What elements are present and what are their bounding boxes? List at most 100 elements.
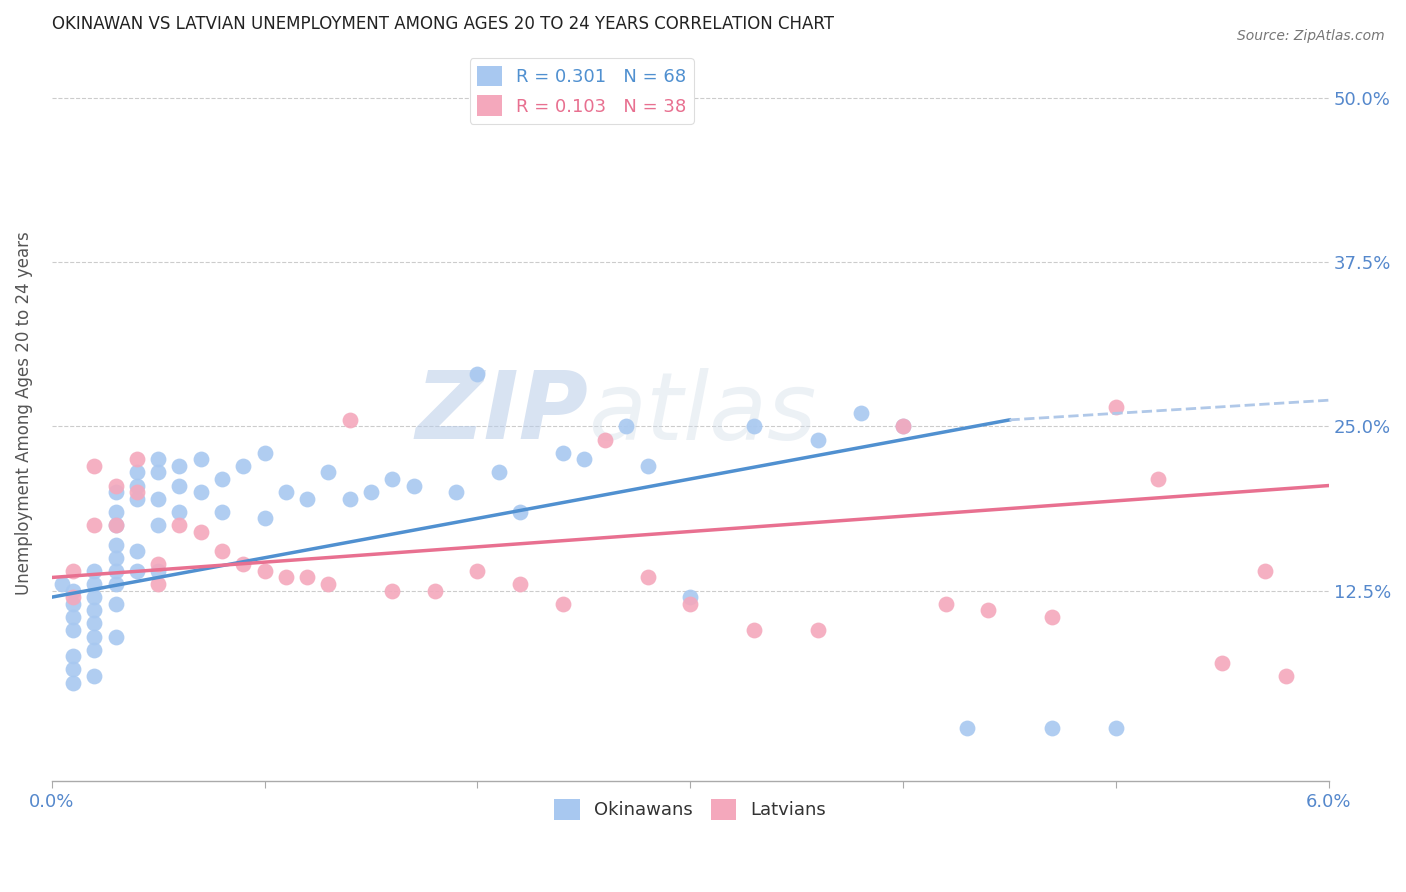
Point — [1105, 722, 1128, 736]
Point — [360, 485, 382, 500]
Point — [83, 518, 105, 533]
Point — [593, 433, 616, 447]
Point — [935, 597, 957, 611]
Point — [1211, 656, 1233, 670]
Point — [891, 419, 914, 434]
Point — [190, 485, 212, 500]
Point — [551, 446, 574, 460]
Point — [169, 518, 191, 533]
Point — [679, 590, 702, 604]
Point — [232, 458, 254, 473]
Point — [444, 485, 467, 500]
Point — [83, 564, 105, 578]
Point — [318, 577, 340, 591]
Point — [125, 544, 148, 558]
Point — [125, 466, 148, 480]
Point — [104, 518, 127, 533]
Point — [125, 452, 148, 467]
Point — [232, 558, 254, 572]
Point — [318, 466, 340, 480]
Point — [169, 478, 191, 492]
Point — [742, 623, 765, 637]
Point — [104, 577, 127, 591]
Point — [679, 597, 702, 611]
Point — [211, 505, 233, 519]
Point — [742, 419, 765, 434]
Point — [62, 597, 84, 611]
Point — [274, 570, 297, 584]
Text: Source: ZipAtlas.com: Source: ZipAtlas.com — [1237, 29, 1385, 43]
Y-axis label: Unemployment Among Ages 20 to 24 years: Unemployment Among Ages 20 to 24 years — [15, 231, 32, 595]
Point — [1254, 564, 1277, 578]
Point — [125, 564, 148, 578]
Point — [146, 491, 169, 506]
Point — [104, 505, 127, 519]
Point — [104, 597, 127, 611]
Point — [62, 675, 84, 690]
Point — [62, 649, 84, 664]
Point — [572, 452, 595, 467]
Point — [849, 406, 872, 420]
Point — [83, 577, 105, 591]
Point — [104, 518, 127, 533]
Point — [423, 583, 446, 598]
Point — [488, 466, 510, 480]
Point — [509, 505, 531, 519]
Point — [190, 452, 212, 467]
Point — [253, 564, 276, 578]
Point — [1105, 400, 1128, 414]
Point — [807, 433, 830, 447]
Point — [146, 518, 169, 533]
Point — [891, 419, 914, 434]
Point — [977, 603, 1000, 617]
Text: ZIP: ZIP — [415, 368, 588, 459]
Point — [83, 669, 105, 683]
Point — [381, 472, 404, 486]
Point — [146, 577, 169, 591]
Point — [381, 583, 404, 598]
Point — [211, 544, 233, 558]
Point — [1040, 610, 1063, 624]
Point — [146, 558, 169, 572]
Point — [807, 623, 830, 637]
Point — [125, 491, 148, 506]
Point — [402, 478, 425, 492]
Point — [467, 367, 489, 381]
Point — [104, 485, 127, 500]
Point — [104, 564, 127, 578]
Point — [1275, 669, 1298, 683]
Point — [83, 603, 105, 617]
Point — [637, 570, 659, 584]
Point — [509, 577, 531, 591]
Point — [616, 419, 638, 434]
Point — [83, 458, 105, 473]
Point — [956, 722, 979, 736]
Point — [637, 458, 659, 473]
Point — [551, 597, 574, 611]
Text: OKINAWAN VS LATVIAN UNEMPLOYMENT AMONG AGES 20 TO 24 YEARS CORRELATION CHART: OKINAWAN VS LATVIAN UNEMPLOYMENT AMONG A… — [52, 15, 834, 33]
Point — [146, 466, 169, 480]
Point — [253, 446, 276, 460]
Point — [83, 642, 105, 657]
Point — [83, 630, 105, 644]
Point — [190, 524, 212, 539]
Point — [83, 590, 105, 604]
Point — [274, 485, 297, 500]
Point — [1147, 472, 1170, 486]
Point — [104, 538, 127, 552]
Point — [467, 564, 489, 578]
Point — [253, 511, 276, 525]
Point — [1040, 722, 1063, 736]
Point — [295, 570, 318, 584]
Point — [51, 577, 73, 591]
Point — [169, 458, 191, 473]
Point — [104, 630, 127, 644]
Point — [125, 478, 148, 492]
Point — [211, 472, 233, 486]
Point — [62, 662, 84, 676]
Point — [104, 550, 127, 565]
Point — [339, 491, 361, 506]
Point — [104, 478, 127, 492]
Point — [295, 491, 318, 506]
Text: atlas: atlas — [588, 368, 817, 458]
